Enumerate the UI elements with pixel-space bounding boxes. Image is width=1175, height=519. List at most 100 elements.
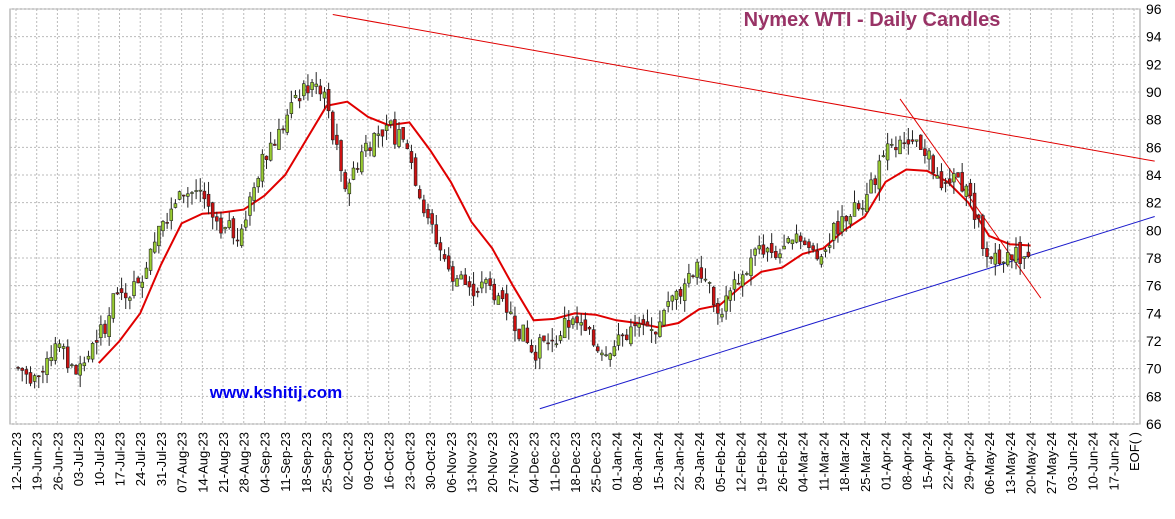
- candle-body: [707, 282, 712, 284]
- candle-body: [558, 335, 563, 341]
- candle-body: [956, 172, 960, 178]
- candle-body: [111, 293, 116, 319]
- x-tick-label: 02-Oct-23: [340, 432, 355, 490]
- candle-body: [210, 202, 215, 218]
- y-tick-label: 76: [1146, 278, 1162, 294]
- watermark-link[interactable]: www.kshitij.com: [209, 383, 343, 402]
- candle-body: [645, 321, 650, 327]
- candle-body: [732, 279, 737, 290]
- candle-body: [525, 327, 530, 343]
- candle-body: [666, 301, 670, 307]
- candle-body: [1005, 252, 1010, 266]
- x-tick-label: 21-Aug-23: [216, 432, 231, 493]
- candle-body: [1010, 254, 1014, 261]
- candle-body: [964, 185, 969, 197]
- candle-body: [488, 278, 492, 286]
- candle-body: [695, 261, 699, 278]
- candle-body: [604, 354, 608, 357]
- candle-body: [670, 295, 675, 302]
- x-tick-label: 20-May-24: [1023, 432, 1038, 494]
- candle-body: [463, 274, 468, 286]
- candle-body: [674, 290, 679, 300]
- candle-body: [682, 283, 687, 301]
- candle-body: [231, 218, 236, 239]
- candle-body: [32, 375, 37, 382]
- candle-body: [620, 334, 625, 337]
- candle-body: [397, 129, 401, 147]
- candle-body: [99, 324, 103, 338]
- candle-body: [612, 346, 617, 356]
- candle-body: [206, 193, 211, 207]
- x-tick-label: 04-Dec-23: [527, 432, 542, 493]
- candle-body: [923, 148, 927, 156]
- y-tick-label: 74: [1146, 305, 1162, 321]
- y-tick-label: 66: [1146, 416, 1162, 432]
- candle-body: [939, 171, 944, 189]
- candle-body: [401, 127, 405, 140]
- x-tick-label: 30-Oct-23: [423, 432, 438, 490]
- y-tick-label: 78: [1146, 250, 1162, 266]
- x-tick-label: 06-Nov-23: [444, 432, 459, 493]
- candle-body: [484, 279, 488, 284]
- candle-body: [844, 215, 848, 222]
- candle-body: [252, 187, 256, 201]
- candle-body: [451, 266, 455, 282]
- x-tick-label: 28-Aug-23: [237, 432, 252, 493]
- candle-body: [885, 143, 890, 161]
- candle-body: [215, 216, 219, 222]
- candle-body: [703, 278, 708, 281]
- candle-body: [16, 367, 20, 369]
- candle-body: [571, 318, 575, 325]
- candle-body: [716, 303, 720, 314]
- x-tick-label: 03-Jul-23: [71, 432, 86, 486]
- candle-body: [848, 216, 853, 225]
- candle-body: [186, 193, 190, 197]
- candle-body: [335, 134, 339, 145]
- candle-body: [310, 82, 314, 90]
- candle-body: [413, 157, 418, 186]
- candle-body: [78, 363, 82, 376]
- x-tick-label: 12-Jun-23: [9, 432, 24, 491]
- candle-body: [492, 283, 497, 301]
- candle-body: [136, 277, 140, 284]
- y-tick-label: 88: [1146, 112, 1162, 128]
- candle-body: [157, 225, 161, 247]
- y-tick-label: 90: [1146, 84, 1162, 100]
- y-tick-label: 80: [1146, 222, 1162, 238]
- y-tick-label: 94: [1146, 29, 1162, 45]
- candle-body: [608, 353, 612, 360]
- candle-body: [947, 178, 952, 184]
- candle-body: [53, 343, 58, 361]
- candle-body: [823, 249, 828, 252]
- trendline-upper: [332, 14, 1155, 162]
- candle-body: [314, 83, 318, 87]
- candle-body: [388, 120, 393, 125]
- x-tick-label: 29-Jan-24: [692, 432, 707, 491]
- x-tick-label: 08-Jan-24: [630, 432, 645, 491]
- x-tick-label: 23-Oct-23: [402, 432, 417, 490]
- candle-body: [993, 252, 998, 265]
- candle-body: [678, 289, 683, 297]
- candle-body: [20, 367, 24, 371]
- x-tick-label: 06-May-24: [982, 432, 997, 494]
- candle-body: [794, 233, 799, 243]
- candle-body: [331, 111, 335, 141]
- candle-body: [774, 251, 778, 258]
- candle-body: [761, 244, 766, 255]
- candle-body: [343, 172, 347, 190]
- candle-body: [239, 228, 244, 246]
- candle-body: [919, 134, 923, 150]
- candle-body: [798, 235, 803, 242]
- candle-body: [161, 221, 165, 232]
- candle-body: [509, 311, 513, 314]
- candle-body: [869, 179, 873, 194]
- candle-body: [881, 155, 886, 158]
- candle-body: [985, 248, 989, 257]
- candle-body: [658, 321, 662, 337]
- candle-body: [119, 288, 124, 294]
- candle-body: [989, 256, 993, 260]
- candle-body: [840, 216, 844, 233]
- x-tick-label: EOF( ): [1127, 432, 1142, 471]
- x-axis-labels: 12-Jun-23 19-Jun-23 26-Jun-23 03-Jul-23 10-J…: [9, 432, 1142, 494]
- candle-body: [997, 249, 1002, 264]
